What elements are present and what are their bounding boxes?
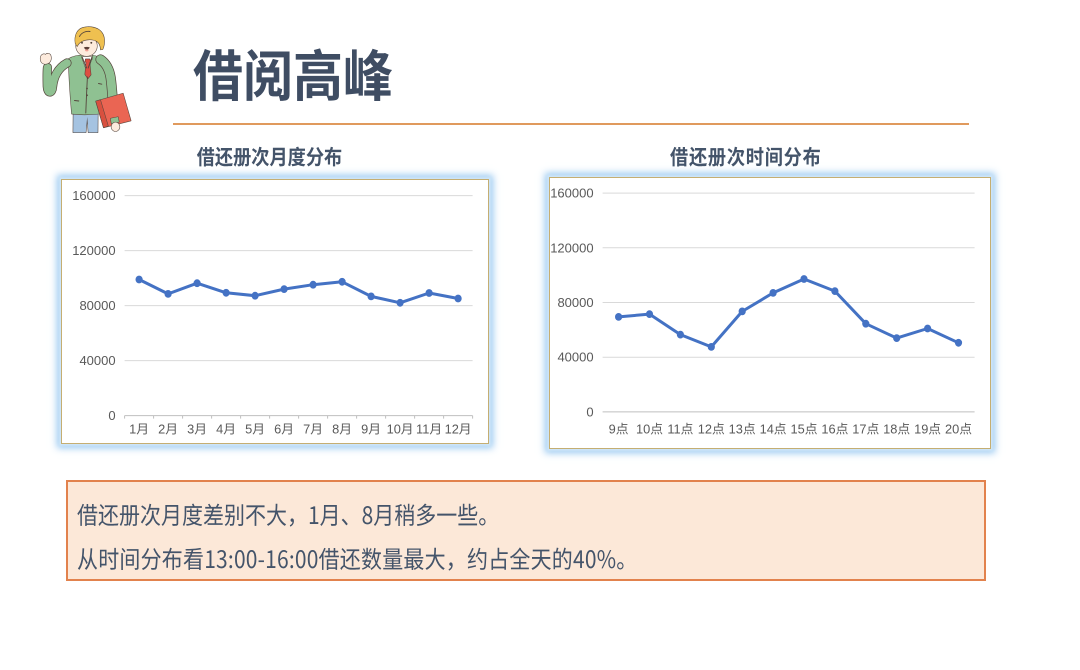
svg-text:11月: 11月 <box>416 422 442 437</box>
svg-text:0: 0 <box>586 404 593 419</box>
svg-text:10点: 10点 <box>636 422 663 437</box>
svg-text:80000: 80000 <box>79 298 115 313</box>
svg-text:120000: 120000 <box>550 240 593 255</box>
svg-text:7月: 7月 <box>303 422 323 437</box>
svg-text:17点: 17点 <box>852 422 879 437</box>
svg-text:40000: 40000 <box>557 350 593 365</box>
svg-text:6月: 6月 <box>274 422 294 437</box>
svg-text:13点: 13点 <box>729 422 756 437</box>
svg-text:9点: 9点 <box>609 422 629 437</box>
svg-text:18点: 18点 <box>883 422 910 437</box>
svg-text:40000: 40000 <box>79 353 115 368</box>
svg-text:19点: 19点 <box>914 422 941 437</box>
svg-text:12点: 12点 <box>698 422 725 437</box>
svg-text:11点: 11点 <box>667 422 693 437</box>
svg-text:12月: 12月 <box>445 422 472 437</box>
svg-text:80000: 80000 <box>557 295 593 310</box>
svg-text:3月: 3月 <box>187 422 207 437</box>
svg-text:9月: 9月 <box>361 422 381 437</box>
svg-text:2月: 2月 <box>158 422 178 437</box>
svg-text:160000: 160000 <box>550 186 593 201</box>
svg-text:0: 0 <box>108 408 115 423</box>
svg-text:1月: 1月 <box>129 422 149 437</box>
svg-text:20点: 20点 <box>945 422 972 437</box>
svg-text:4月: 4月 <box>216 422 236 437</box>
svg-text:120000: 120000 <box>72 243 115 258</box>
svg-text:160000: 160000 <box>72 188 115 203</box>
svg-text:16点: 16点 <box>821 422 848 437</box>
svg-text:14点: 14点 <box>760 422 787 437</box>
svg-text:10月: 10月 <box>387 422 414 437</box>
svg-text:15点: 15点 <box>790 422 817 437</box>
svg-text:8月: 8月 <box>332 422 352 437</box>
svg-text:5月: 5月 <box>245 422 265 437</box>
